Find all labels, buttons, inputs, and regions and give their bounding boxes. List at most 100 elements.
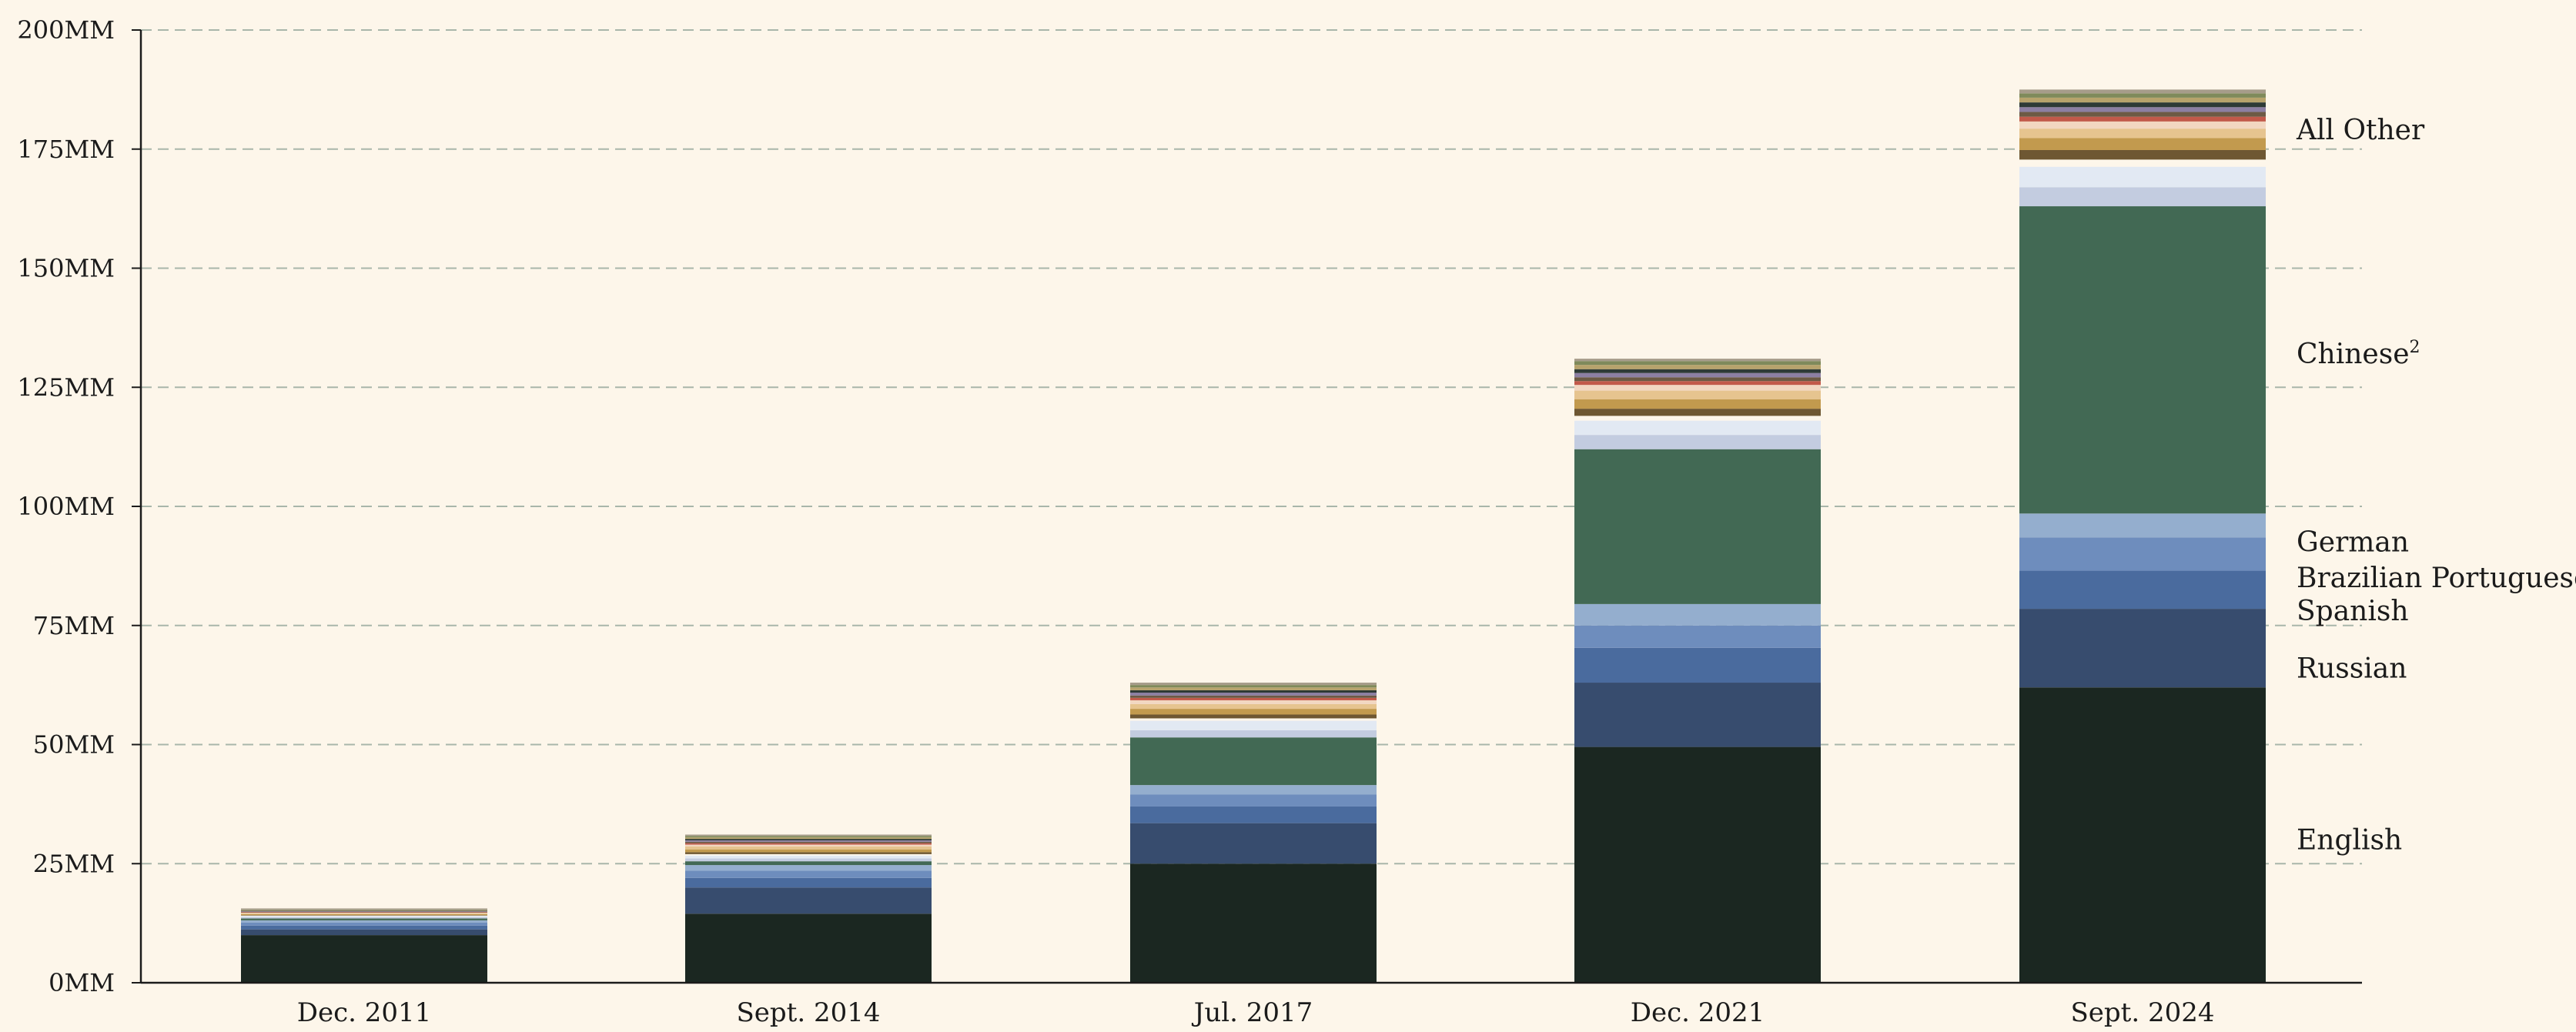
- bar-segment-other-16: [685, 839, 932, 840]
- bar-segment-other-6: [2019, 187, 2266, 207]
- bar-segment-other-18: [1130, 685, 1377, 688]
- series-label-text: Brazilian Portuguese: [2297, 563, 2576, 594]
- series-label: English: [2297, 824, 2402, 856]
- bar-segment-other-8: [1574, 416, 1821, 421]
- bar-segment-german: [685, 865, 932, 871]
- bar-segment-other-19: [2019, 89, 2266, 94]
- bar-segment-chinese: [241, 918, 487, 920]
- y-tick-label: 125MM: [17, 372, 115, 402]
- bar-segment-chinese: [1130, 737, 1377, 786]
- bar-segment-other-9: [2019, 149, 2266, 160]
- bar-segment-other-19: [241, 908, 487, 910]
- bar-segment-other-11: [241, 913, 487, 914]
- series-label: Russian: [2297, 653, 2407, 684]
- bar-segment-other-17: [2019, 97, 2266, 103]
- bar-segment-other-14: [685, 841, 932, 843]
- bar-segment-other-8: [1130, 718, 1377, 721]
- bar-segment-other-19: [685, 834, 932, 837]
- bar-segment-brazilian-portuguese: [2019, 537, 2266, 571]
- bar-segment-russian: [1574, 683, 1821, 747]
- bar-segment-other-16: [2019, 102, 2266, 108]
- bar-segment-english: [241, 935, 487, 983]
- bar-segment-other-17: [685, 837, 932, 840]
- series-label-superscript: 2: [2410, 338, 2420, 357]
- y-tick-label: 50MM: [33, 730, 115, 760]
- bar-segment-other-15: [241, 911, 487, 912]
- series-label-text: German: [2297, 526, 2409, 558]
- bar-segment-spanish: [241, 925, 487, 930]
- bar-segment-spanish: [685, 877, 932, 888]
- bar-segment-other-13: [1574, 381, 1821, 386]
- bar-segment-russian: [685, 887, 932, 914]
- y-tick-label: 150MM: [17, 254, 115, 283]
- bar-segment-other-17: [1130, 687, 1377, 690]
- bar-segment-other-13: [1130, 697, 1377, 700]
- y-tick-label: 200MM: [17, 15, 115, 45]
- bar-segment-german: [241, 920, 487, 923]
- bar-segment-other-13: [2019, 116, 2266, 122]
- bar-segment-brazilian-portuguese: [685, 870, 932, 878]
- bar-segment-other-18: [685, 836, 932, 838]
- bar-segment-other-10: [241, 913, 487, 916]
- bar-segment-other-10: [685, 849, 932, 853]
- x-tick-label: Sept. 2014: [737, 997, 881, 1028]
- bar-segment-other-9: [1130, 714, 1377, 719]
- bar-segment-other-12: [2019, 121, 2266, 129]
- bar-segment-other-9: [685, 852, 932, 854]
- bar-segment-other-14: [241, 911, 487, 913]
- bar-segment-other-14: [2019, 112, 2266, 117]
- series-label: Chinese2: [2297, 338, 2420, 370]
- bar-segment-other-16: [1574, 369, 1821, 373]
- bar-segment-other-11: [685, 846, 932, 850]
- bar-segment-brazilian-portuguese: [241, 923, 487, 926]
- bar-segment-other-11: [1574, 390, 1821, 399]
- y-tick-label: 75MM: [33, 611, 115, 640]
- bar-segment-other-8: [241, 915, 487, 917]
- bar-segment-other-13: [241, 912, 487, 913]
- series-label: All Other: [2296, 115, 2425, 146]
- bar-segment-other-7: [685, 855, 932, 859]
- bar-segment-spanish: [2019, 570, 2266, 610]
- series-label: Spanish: [2297, 596, 2409, 627]
- y-tick-label: 100MM: [17, 492, 115, 521]
- bar-segment-german: [1574, 603, 1821, 626]
- bar-segment-other-7: [241, 916, 487, 917]
- x-tick-label: Dec. 2021: [1631, 997, 1765, 1028]
- bar-segment-other-9: [241, 915, 487, 916]
- bar-segment-other-16: [1130, 690, 1377, 693]
- bar-segment-other-19: [1574, 359, 1821, 362]
- bar-segment-other-12: [685, 844, 932, 847]
- bar-segment-russian: [2019, 609, 2266, 688]
- bar-segment-english: [2019, 687, 2266, 983]
- bar-segment-chinese: [2019, 206, 2266, 514]
- bar-segment-other-15: [1574, 372, 1821, 378]
- bar-segment-other-7: [1574, 420, 1821, 436]
- bar-segment-other-15: [1130, 693, 1377, 696]
- bar-segment-spanish: [1130, 806, 1377, 823]
- bar-segment-spanish: [1574, 647, 1821, 683]
- bar-segment-russian: [1130, 823, 1377, 864]
- bar-segment-chinese: [1574, 449, 1821, 604]
- bar-segment-other-14: [1130, 695, 1377, 698]
- series-label-text: Chinese: [2297, 339, 2410, 370]
- bar-segment-other-6: [1130, 730, 1377, 738]
- bar-segment-other-11: [2019, 129, 2266, 139]
- bar-segment-english: [1574, 746, 1821, 983]
- bar-segment-other-7: [2019, 166, 2266, 188]
- x-tick-label: Jul. 2017: [1192, 997, 1313, 1028]
- bar-segment-english: [685, 913, 932, 983]
- bar-segment-other-10: [1130, 709, 1377, 715]
- bar-segment-other-14: [1574, 377, 1821, 382]
- y-tick-label: 25MM: [33, 849, 115, 878]
- x-tick-label: Sept. 2024: [2071, 997, 2215, 1028]
- bar-segment-russian: [241, 929, 487, 936]
- bar-segment-other-13: [685, 843, 932, 845]
- bar-segment-other-6: [241, 917, 487, 919]
- bar-segment-other-15: [685, 840, 932, 842]
- x-tick-label: Dec. 2011: [297, 997, 432, 1028]
- bar-segment-other-16: [241, 910, 487, 912]
- bar-segment-other-8: [685, 853, 932, 856]
- series-label-text: English: [2297, 824, 2402, 856]
